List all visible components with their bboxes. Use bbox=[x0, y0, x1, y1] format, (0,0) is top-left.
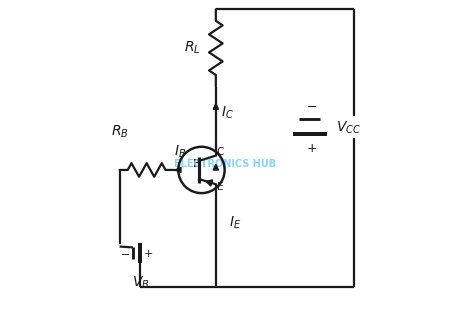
Text: $R_L$: $R_L$ bbox=[184, 40, 201, 56]
Polygon shape bbox=[175, 167, 181, 172]
Polygon shape bbox=[213, 104, 219, 109]
Text: $+$: $+$ bbox=[306, 142, 317, 155]
Text: $+$: $+$ bbox=[143, 248, 154, 259]
Text: $-$: $-$ bbox=[306, 100, 317, 113]
Text: $I_C$: $I_C$ bbox=[221, 104, 234, 121]
Polygon shape bbox=[206, 180, 213, 186]
Text: $V_B$: $V_B$ bbox=[132, 274, 150, 291]
Text: $I_B$: $I_B$ bbox=[174, 143, 186, 160]
Text: C: C bbox=[217, 147, 224, 158]
Text: B: B bbox=[193, 159, 201, 169]
Text: $V_{CC}$: $V_{CC}$ bbox=[336, 120, 361, 137]
Text: ELECTRONICS HUB: ELECTRONICS HUB bbox=[173, 159, 276, 169]
Text: $I_E$: $I_E$ bbox=[229, 214, 242, 231]
Text: E: E bbox=[217, 182, 224, 193]
Text: $-$: $-$ bbox=[120, 248, 130, 258]
Text: $R_B$: $R_B$ bbox=[111, 123, 128, 140]
Polygon shape bbox=[213, 164, 219, 170]
